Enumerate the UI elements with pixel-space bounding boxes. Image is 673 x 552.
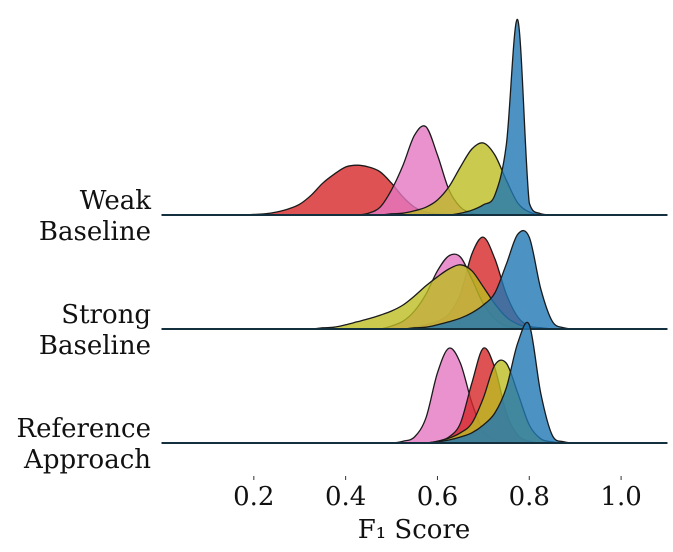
- density-area: [161, 347, 668, 444]
- ridge-label: Approach: [23, 445, 151, 475]
- x-axis-label: F₁ Score: [358, 515, 471, 545]
- x-tick-label: 0.6: [417, 482, 458, 512]
- x-tick-label: 0.4: [325, 482, 366, 512]
- ridge-label: Baseline: [39, 331, 151, 361]
- x-tick-label: 1.0: [600, 482, 641, 512]
- x-tick-label: 0.2: [233, 482, 274, 512]
- ridge-label: Reference: [17, 414, 151, 444]
- density-area: [161, 264, 668, 330]
- density-area: [161, 321, 668, 444]
- density-area: [161, 125, 668, 216]
- density-area: [161, 347, 668, 444]
- ridge-label: Strong: [61, 300, 151, 330]
- x-tick-label: 0.8: [509, 482, 550, 512]
- ridge-label: Weak: [80, 186, 151, 216]
- density-area: [161, 359, 668, 444]
- ridge-label: Baseline: [39, 217, 151, 247]
